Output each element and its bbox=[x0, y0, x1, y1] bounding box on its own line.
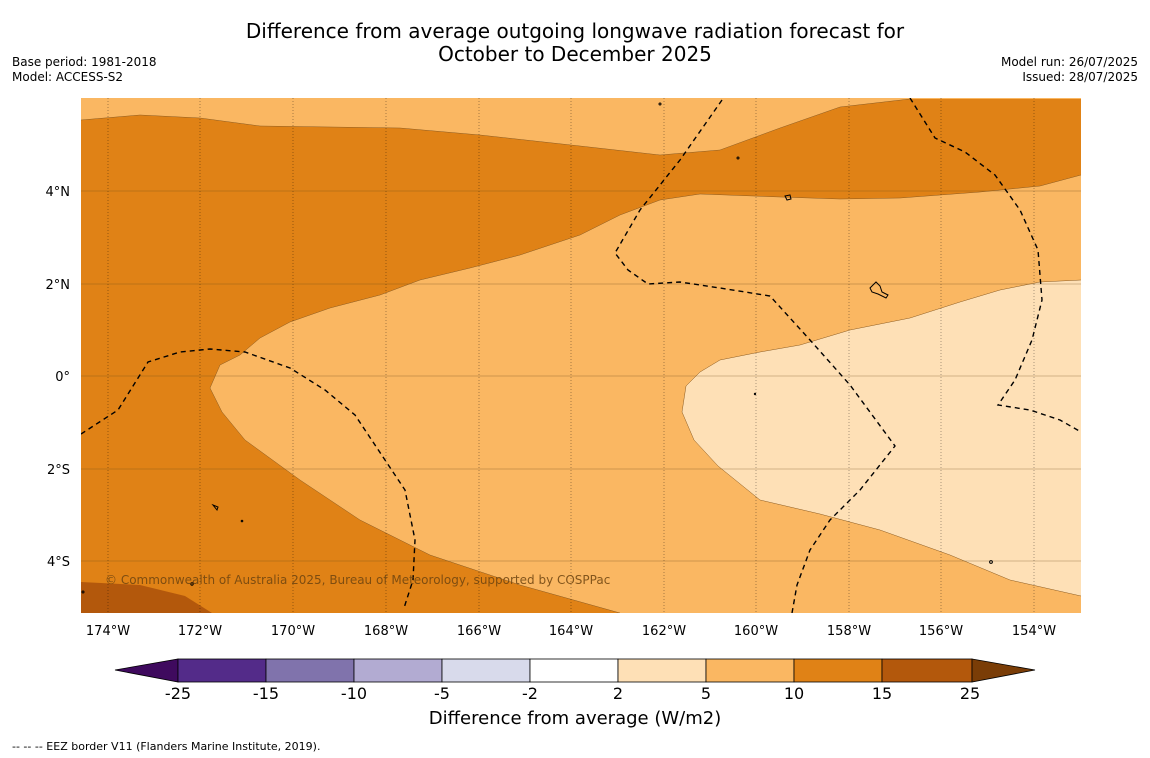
lon-tick-label: 162°W bbox=[642, 624, 686, 639]
colorbar-label: -5 bbox=[434, 684, 450, 703]
eez-borders bbox=[81, 98, 1081, 613]
islands bbox=[81, 102, 993, 594]
colorbar-segment bbox=[705, 658, 795, 683]
lat-tick-label: 0° bbox=[55, 370, 70, 385]
eez-legend-footer: -- -- -- EEZ border V11 (Flanders Marine… bbox=[12, 740, 321, 753]
colorbar-labels: -25 -15 -10 -5 -2 2 5 10 15 25 bbox=[165, 684, 980, 703]
lon-tick-label: 166°W bbox=[457, 624, 501, 639]
model-text: Model: ACCESS-S2 bbox=[12, 70, 124, 84]
lon-tick-label: 158°W bbox=[827, 624, 871, 639]
colorbar-label: -10 bbox=[341, 684, 367, 703]
band-2-5 bbox=[682, 280, 1081, 596]
meta-left: Base period: 1981-2018 Model: ACCESS-S2 bbox=[12, 55, 157, 85]
latitude-labels: 4°N 2°N 0° 2°S 4°S bbox=[46, 185, 71, 570]
issued-text: Issued: 28/07/2025 bbox=[1022, 70, 1138, 84]
lon-tick-label: 174°W bbox=[86, 624, 130, 639]
colorbar-label: -15 bbox=[253, 684, 279, 703]
colorbar-label: 2 bbox=[613, 684, 623, 703]
band-15-25 bbox=[81, 582, 212, 613]
colorbar-label: -2 bbox=[522, 684, 538, 703]
colorbar-segment bbox=[529, 658, 619, 683]
colorbar-label: 10 bbox=[784, 684, 804, 703]
colorbar-extend-low bbox=[114, 658, 179, 683]
lat-tick-label: 4°N bbox=[46, 185, 71, 200]
longitude-labels: 174°W 172°W 170°W 168°W 166°W 164°W 162°… bbox=[86, 624, 1056, 639]
title-line-1: Difference from average outgoing longwav… bbox=[245, 19, 905, 43]
colorbar-segment bbox=[353, 658, 443, 683]
lat-tick-label: 4°S bbox=[47, 555, 70, 570]
lon-tick-label: 154°W bbox=[1012, 624, 1056, 639]
band-5-10-top bbox=[81, 98, 910, 155]
colorbar-segment bbox=[441, 658, 531, 683]
meta-right: Model run: 26/07/2025 Issued: 28/07/2025 bbox=[1001, 55, 1138, 85]
colorbar-label: 5 bbox=[701, 684, 711, 703]
lon-tick-label: 164°W bbox=[549, 624, 593, 639]
colorbar-segment bbox=[265, 658, 355, 683]
lon-tick-label: 156°W bbox=[919, 624, 963, 639]
lon-tick-label: 160°W bbox=[734, 624, 778, 639]
colorbar-segment bbox=[793, 658, 883, 683]
model-run-text: Model run: 26/07/2025 bbox=[1000, 55, 1138, 69]
title-line-2: October to December 2025 bbox=[438, 42, 712, 66]
longitude-gridlines bbox=[107, 98, 1035, 613]
colorbar-label: 15 bbox=[872, 684, 892, 703]
map-area bbox=[81, 98, 1081, 613]
lon-tick-label: 168°W bbox=[364, 624, 408, 639]
lat-tick-label: 2°S bbox=[47, 463, 70, 478]
colorbar-label: 25 bbox=[960, 684, 980, 703]
lon-tick-label: 170°W bbox=[271, 624, 315, 639]
colorbar-segment bbox=[617, 658, 707, 683]
lon-tick-label: 172°W bbox=[178, 624, 222, 639]
colorbar-title: Difference from average (W/m2) bbox=[428, 708, 722, 729]
colorbar-segment bbox=[177, 658, 267, 683]
colorbar-label: -25 bbox=[165, 684, 191, 703]
base-period-text: Base period: 1981-2018 bbox=[12, 55, 157, 69]
lat-tick-label: 2°N bbox=[46, 278, 71, 293]
colorbar-segment bbox=[881, 658, 973, 683]
colorbar bbox=[114, 658, 1036, 683]
copyright-text: © Commonwealth of Australia 2025, Bureau… bbox=[105, 573, 610, 587]
colorbar-extend-high bbox=[971, 658, 1036, 683]
latitude-gridlines bbox=[81, 190, 1081, 562]
band-10-15-north bbox=[81, 99, 1081, 613]
